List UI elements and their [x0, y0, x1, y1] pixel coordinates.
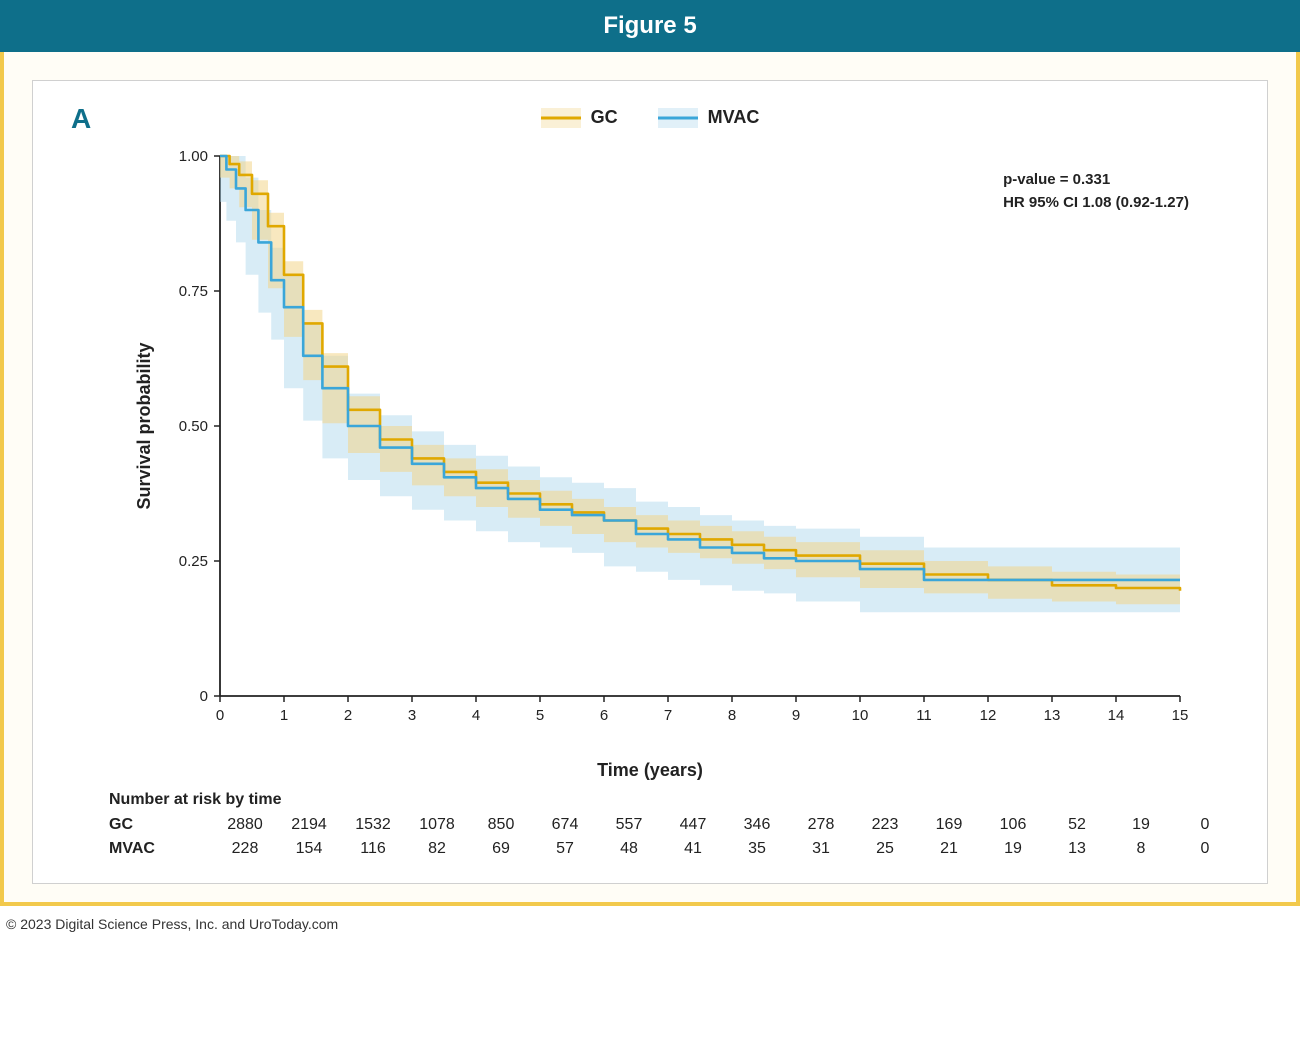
risk-value: 0	[1173, 837, 1237, 861]
legend: GC MVAC	[63, 107, 1237, 128]
risk-value: 0	[1173, 813, 1237, 837]
svg-text:3: 3	[408, 707, 416, 724]
risk-row-label: MVAC	[109, 837, 213, 861]
panel-letter: A	[71, 103, 91, 135]
risk-value: 447	[661, 813, 725, 837]
risk-value: 557	[597, 813, 661, 837]
risk-value: 19	[1109, 813, 1173, 837]
legend-item-mvac: MVAC	[658, 107, 760, 128]
risk-row: GC28802194153210788506745574473462782231…	[109, 813, 1237, 837]
svg-text:9: 9	[792, 707, 800, 724]
svg-text:0.50: 0.50	[179, 418, 208, 435]
svg-text:2: 2	[344, 707, 352, 724]
legend-swatch-gc	[541, 108, 581, 128]
svg-text:15: 15	[1172, 707, 1189, 724]
risk-value: 82	[405, 837, 469, 861]
svg-text:1: 1	[280, 707, 288, 724]
legend-label-mvac: MVAC	[708, 107, 760, 128]
figure-frame: A GC MVAC p-value = 0.331 HR 95% CI 1.08…	[0, 52, 1300, 906]
svg-text:0.25: 0.25	[179, 553, 208, 570]
svg-text:7: 7	[664, 707, 672, 724]
risk-value: 116	[341, 837, 405, 861]
legend-item-gc: GC	[541, 107, 618, 128]
number-at-risk-table: Number at risk by time GC288021941532107…	[63, 791, 1237, 861]
risk-value: 31	[789, 837, 853, 861]
risk-table-header: Number at risk by time	[109, 791, 1237, 809]
risk-value: 2194	[277, 813, 341, 837]
risk-value: 21	[917, 837, 981, 861]
figure-header: Figure 5	[0, 0, 1300, 52]
risk-value: 13	[1045, 837, 1109, 861]
chart-card: A GC MVAC p-value = 0.331 HR 95% CI 1.08…	[32, 80, 1268, 884]
svg-text:5: 5	[536, 707, 544, 724]
km-svg: 00.250.500.751.000123456789101112131415S…	[100, 136, 1200, 756]
risk-value: 223	[853, 813, 917, 837]
legend-swatch-mvac	[658, 108, 698, 128]
risk-value: 850	[469, 813, 533, 837]
figure-title: Figure 5	[603, 12, 696, 39]
svg-text:14: 14	[1108, 707, 1125, 724]
risk-value: 2880	[213, 813, 277, 837]
risk-value: 69	[469, 837, 533, 861]
risk-value: 57	[533, 837, 597, 861]
svg-text:0: 0	[200, 688, 208, 705]
risk-value: 41	[661, 837, 725, 861]
risk-value: 1078	[405, 813, 469, 837]
risk-value: 25	[853, 837, 917, 861]
risk-row-label: GC	[109, 813, 213, 837]
svg-text:13: 13	[1044, 707, 1061, 724]
risk-value: 8	[1109, 837, 1173, 861]
legend-label-gc: GC	[591, 107, 618, 128]
risk-value: 228	[213, 837, 277, 861]
risk-value: 106	[981, 813, 1045, 837]
risk-value: 346	[725, 813, 789, 837]
svg-text:8: 8	[728, 707, 736, 724]
risk-row: MVAC228154116826957484135312521191380	[109, 837, 1237, 861]
svg-text:Survival probability: Survival probability	[134, 342, 154, 509]
svg-text:12: 12	[980, 707, 997, 724]
risk-value: 52	[1045, 813, 1109, 837]
svg-text:11: 11	[916, 707, 932, 724]
svg-text:10: 10	[852, 707, 869, 724]
svg-text:4: 4	[472, 707, 480, 724]
svg-text:1.00: 1.00	[179, 148, 208, 165]
copyright-line: © 2023 Digital Science Press, Inc. and U…	[0, 906, 1300, 932]
risk-value: 154	[277, 837, 341, 861]
svg-text:0.75: 0.75	[179, 283, 208, 300]
risk-value: 19	[981, 837, 1045, 861]
risk-value: 674	[533, 813, 597, 837]
risk-value: 35	[725, 837, 789, 861]
risk-value: 48	[597, 837, 661, 861]
svg-text:0: 0	[216, 707, 224, 724]
risk-value: 169	[917, 813, 981, 837]
risk-value: 278	[789, 813, 853, 837]
risk-value: 1532	[341, 813, 405, 837]
svg-text:6: 6	[600, 707, 608, 724]
km-plot: 00.250.500.751.000123456789101112131415S…	[100, 136, 1200, 756]
x-axis-title: Time (years)	[63, 760, 1237, 781]
